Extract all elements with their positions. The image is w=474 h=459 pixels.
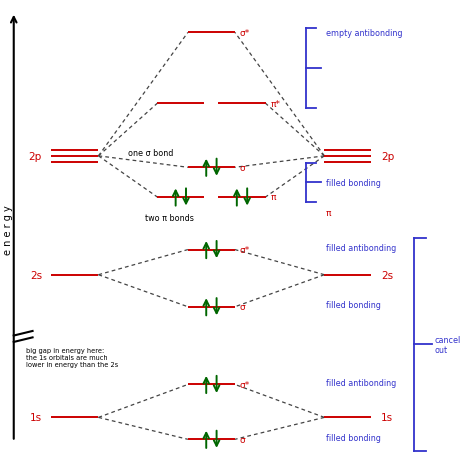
Text: e n e r g y: e n e r g y <box>3 205 13 254</box>
Text: σ: σ <box>240 302 246 312</box>
Text: two π bonds: two π bonds <box>145 213 193 223</box>
Text: filled bonding: filled bonding <box>326 300 381 309</box>
Text: π: π <box>326 209 331 218</box>
Text: 2s: 2s <box>30 270 42 280</box>
Text: 2p: 2p <box>381 151 394 162</box>
Text: σ: σ <box>240 435 246 444</box>
Text: cancel
out: cancel out <box>435 335 461 354</box>
Text: one σ bond: one σ bond <box>128 148 173 157</box>
Text: σ*: σ* <box>240 380 250 389</box>
Text: σ*: σ* <box>240 246 250 255</box>
Text: 1s: 1s <box>381 413 393 422</box>
Text: π*: π* <box>270 100 280 108</box>
Text: σ: σ <box>240 163 246 173</box>
Text: 2s: 2s <box>381 270 393 280</box>
Text: empty antibonding: empty antibonding <box>326 29 402 38</box>
Text: filled antibonding: filled antibonding <box>326 243 396 252</box>
Text: π: π <box>270 193 276 202</box>
Text: 1s: 1s <box>30 413 42 422</box>
Text: filled bonding: filled bonding <box>326 432 381 442</box>
Text: σ*: σ* <box>240 29 250 38</box>
Text: big gap in energy here:
the 1s orbitals are much
lower in energy than the 2s: big gap in energy here: the 1s orbitals … <box>26 347 118 367</box>
Text: 2p: 2p <box>29 151 42 162</box>
Text: filled antibonding: filled antibonding <box>326 378 396 387</box>
Text: filled bonding: filled bonding <box>326 178 381 187</box>
